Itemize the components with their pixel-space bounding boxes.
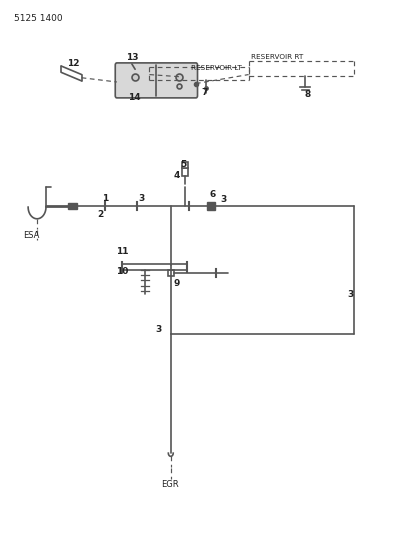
Bar [169,270,174,276]
Text: 11: 11 [116,247,129,256]
Text: 12: 12 [67,60,80,68]
Text: 4: 4 [173,171,180,180]
Text: RESERVOIR LT: RESERVOIR LT [191,64,242,71]
FancyBboxPatch shape [115,63,197,98]
Text: 6: 6 [210,190,216,199]
Text: 5: 5 [180,160,186,169]
Bar [68,203,77,209]
Text: EGR: EGR [161,480,178,489]
Text: 1: 1 [102,194,108,203]
Text: ESA: ESA [24,231,40,240]
Text: 5125 1400: 5125 1400 [13,14,62,23]
Text: 3: 3 [348,289,354,298]
Text: 3: 3 [138,194,144,203]
Text: 3: 3 [155,325,162,334]
Text: 9: 9 [173,279,180,288]
Text: 7: 7 [202,88,208,97]
Text: 3: 3 [220,195,226,204]
Text: RESERVOIR RT: RESERVOIR RT [251,53,303,60]
Text: 14: 14 [128,93,141,102]
Text: 13: 13 [126,53,138,62]
Bar [182,168,188,176]
Bar [207,203,215,210]
Text: 8: 8 [304,90,310,99]
Bar [122,264,187,270]
Text: 2: 2 [98,210,104,219]
Text: 10: 10 [116,268,129,276]
